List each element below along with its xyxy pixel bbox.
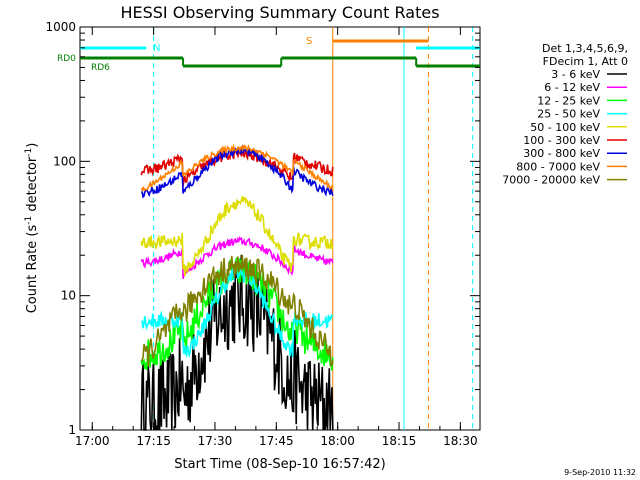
footer-timestamp: 9-Sep-2010 11:32	[564, 468, 636, 477]
y-axis-label-part2: detector	[25, 156, 40, 216]
series-line-7	[140, 143, 334, 192]
legend: Det 1,3,4,5,6,9, FDecim 1, Att 0 3 - 6 k…	[502, 42, 628, 187]
x-tick-label-3: 17:45	[259, 434, 294, 448]
x-tick-label-6: 18:30	[443, 434, 478, 448]
y-tick-label-2: 100	[53, 154, 76, 168]
y-axis-ticks: 1 10 100 1000	[45, 20, 480, 437]
y-tick-label-0: 1	[68, 423, 76, 437]
legend-label-6: 300 - 800 keV	[523, 147, 600, 160]
state-bars	[80, 39, 480, 68]
series-line-8	[140, 254, 334, 367]
y-axis-label-part3: )	[25, 143, 40, 148]
annotation-n: N	[153, 43, 160, 54]
y-axis-label-sup2: -1	[24, 148, 34, 157]
x-axis-label: Start Time (08-Sep-10 16:57:42)	[174, 457, 385, 472]
series-line-4	[140, 196, 334, 276]
annotation-rd0: RD0	[57, 54, 76, 64]
chart-title: HESSI Observing Summary Count Rates	[120, 3, 439, 22]
legend-label-7: 800 - 7000 keV	[516, 160, 600, 173]
legend-header-line1: Det 1,3,4,5,6,9,	[542, 42, 628, 55]
legend-label-2: 12 - 25 keV	[537, 94, 600, 107]
x-tick-label-2: 17:30	[198, 434, 233, 448]
series-line-6	[140, 144, 334, 199]
legend-label-3: 25 - 50 keV	[537, 108, 600, 121]
x-axis-ticks: 17:00 17:15 17:30 17:45 18:00 18:15 18:30	[75, 27, 478, 448]
series-lines	[140, 143, 334, 431]
y-tick-label-1: 10	[61, 289, 76, 303]
series-line-1	[140, 235, 334, 279]
legend-label-0: 3 - 6 keV	[551, 68, 600, 81]
annotation-rd6: RD6	[91, 63, 110, 73]
legend-label-1: 6 - 12 keV	[544, 81, 600, 94]
y-axis-label: Count Rate (s-1 detector-1)	[24, 143, 40, 314]
plot-frame	[79, 26, 481, 431]
y-tick-label-3: 1000	[45, 20, 76, 34]
y-axis-label-part1: Count Rate (s	[25, 225, 40, 314]
x-tick-label-1: 17:15	[136, 434, 171, 448]
x-tick-label-0: 17:00	[75, 434, 110, 448]
legend-label-5: 100 - 300 keV	[523, 134, 600, 147]
legend-label-4: 50 - 100 keV	[530, 121, 600, 134]
annotation-s: S	[306, 36, 312, 47]
y-axis-label-sup1: -1	[24, 216, 34, 225]
x-tick-label-4: 18:00	[320, 434, 355, 448]
x-tick-label-5: 18:15	[382, 434, 417, 448]
legend-header-line2: FDecim 1, Att 0	[543, 55, 628, 68]
legend-label-8: 7000 - 20000 keV	[502, 174, 600, 187]
